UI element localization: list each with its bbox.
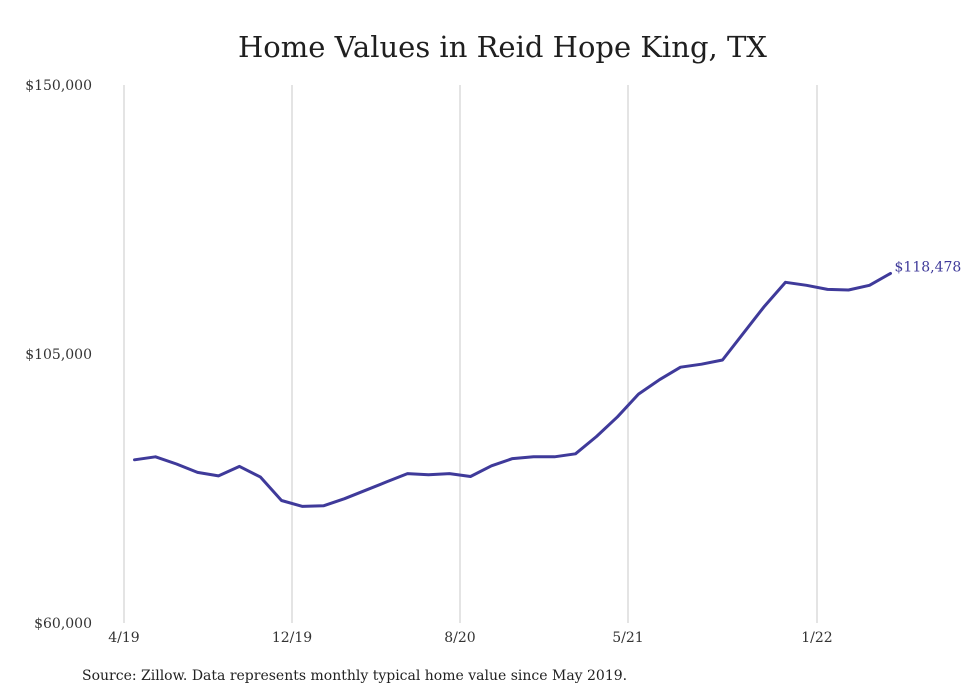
y-tick-label: $60,000: [34, 616, 92, 632]
x-axis-ticks: 4/19 12/19 8/20 5/21 1/22: [108, 630, 832, 646]
chart-title: Home Values in Reid Hope King, TX: [238, 30, 767, 64]
y-tick-label: $150,000: [25, 78, 92, 94]
x-tick-label: 12/19: [272, 630, 312, 646]
end-value-label: $118,478: [895, 259, 962, 275]
y-axis-ticks: $150,000 $105,000 $60,000: [25, 78, 92, 632]
x-tick-label: 1/22: [801, 630, 832, 646]
series-layer: $118,478: [133, 259, 962, 508]
x-tick-label: 8/20: [444, 630, 475, 646]
grid-lines: [123, 85, 818, 623]
x-tick-label: 5/21: [612, 630, 643, 646]
series-line: [133, 271, 892, 508]
x-tick-label: 4/19: [108, 630, 139, 646]
source-note: Source: Zillow. Data represents monthly …: [82, 668, 628, 684]
y-tick-label: $105,000: [25, 347, 92, 363]
